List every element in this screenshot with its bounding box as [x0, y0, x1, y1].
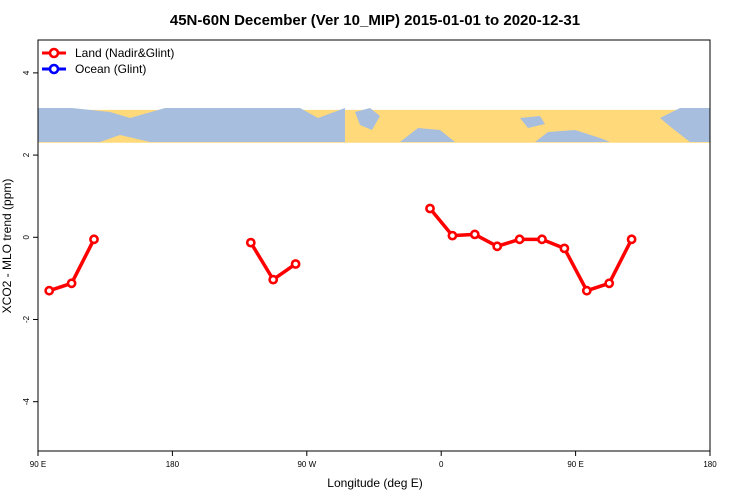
- map-ocean-region: [38, 108, 345, 142]
- y-tick-label: 4: [22, 70, 31, 75]
- x-tick-label: 180: [703, 460, 717, 469]
- data-point: [581, 285, 592, 296]
- data-point: [626, 234, 637, 245]
- map-ocean-region: [520, 116, 545, 128]
- map-ocean-region: [535, 130, 610, 142]
- data-point: [268, 274, 279, 285]
- series-layer: [44, 203, 637, 296]
- map-strip: [38, 108, 710, 143]
- chart-title: 45N-60N December (Ver 10_MIP) 2015-01-01…: [170, 12, 580, 29]
- map-ocean-region: [660, 108, 710, 142]
- data-point: [537, 234, 547, 245]
- x-tick-label: 90 W: [297, 460, 316, 469]
- map-ocean-region: [400, 128, 455, 142]
- x-tick-label: 90 E: [567, 460, 583, 469]
- series-line: [428, 207, 634, 293]
- y-tick-label: -2: [22, 315, 31, 323]
- y-tick-label: 0: [22, 235, 31, 240]
- legend-swatch-marker: [48, 63, 60, 75]
- y-tick-label: -4: [22, 398, 31, 406]
- data-point: [425, 203, 435, 214]
- x-axis: 90 E 180 90 W 0 90 E 180: [30, 451, 717, 469]
- x-axis-label: Longitude (deg E): [327, 476, 422, 490]
- legend-label: Ocean (Glint): [75, 62, 146, 76]
- map-ocean-region: [355, 108, 380, 130]
- data-point: [66, 278, 77, 289]
- data-point: [469, 229, 480, 240]
- data-point: [290, 259, 301, 269]
- x-tick-label: 90 E: [30, 460, 46, 469]
- data-point: [245, 237, 256, 248]
- legend-label: Land (Nadir&Glint): [75, 46, 174, 60]
- plot-frame: [37, 39, 711, 452]
- data-point: [447, 230, 458, 241]
- data-point: [44, 285, 55, 296]
- y-tick-label: 2: [22, 152, 31, 157]
- data-point: [604, 278, 615, 289]
- legend-swatch-marker: [48, 47, 60, 59]
- x-tick-label: 180: [166, 460, 180, 469]
- data-point: [559, 243, 570, 254]
- legend: Land (Nadir&Glint) Ocean (Glint): [42, 46, 174, 76]
- data-point: [492, 241, 503, 252]
- x-tick-label: 0: [439, 460, 444, 469]
- y-axis: -4 -2 0 2 4: [22, 70, 38, 405]
- y-axis-label: XCO2 - MLO trend (ppm): [0, 179, 14, 314]
- data-point: [514, 234, 525, 245]
- series-line: [249, 241, 297, 282]
- data-point: [89, 234, 99, 245]
